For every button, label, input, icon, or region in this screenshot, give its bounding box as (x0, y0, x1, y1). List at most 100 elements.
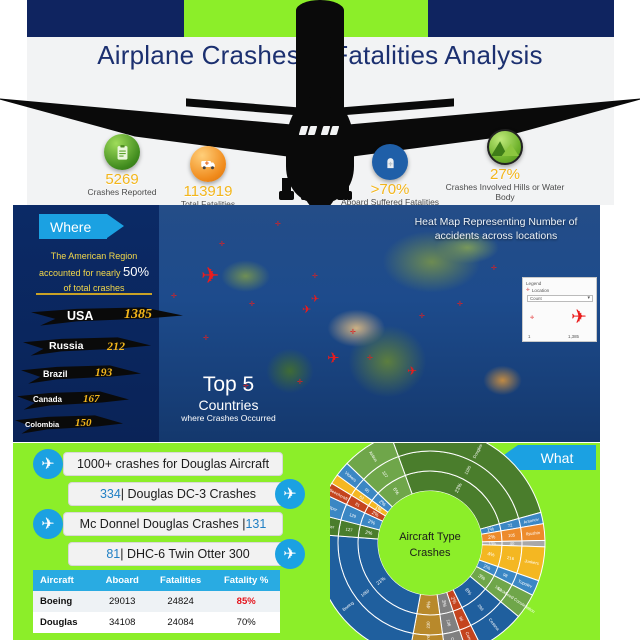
cell-aircraft: Boeing (33, 591, 96, 612)
fact-mcdonnell[interactable]: Mc Donnel Douglas Crashes | 131 (63, 512, 283, 536)
slice-percent: 1% (488, 541, 496, 547)
legend-scale-high: 1,385 (568, 334, 579, 339)
slice-percent: 2% (488, 534, 496, 541)
slice-label: Convair (464, 631, 474, 640)
slice-percent: 1% (373, 505, 383, 514)
legend-location-label: Location (531, 287, 550, 293)
map-legend-panel[interactable]: Legend ✛ Location Count ✈ ✛ 1 1,385 (522, 277, 597, 342)
country-row-canada: Canada 167 (17, 389, 139, 413)
header-bar-navy-left (27, 0, 184, 37)
fact-value: 81 (106, 547, 121, 561)
stat-value: >70% (370, 181, 410, 198)
slice-count: 81 (354, 501, 361, 508)
header-section: Airplane Crashes & Fatalities Analysis 5… (0, 0, 640, 205)
slice-percent: 2% (449, 596, 458, 605)
slice-label: Junkers (524, 558, 539, 566)
slice-percent: 4% (487, 551, 496, 558)
slice-count: 62 (358, 494, 365, 501)
header-bar-navy-right (428, 0, 614, 37)
american-region-pct: 50% (123, 264, 150, 280)
world-heat-map[interactable]: Heat Map Representing Number of accident… (157, 205, 600, 442)
country-name: Canada (33, 395, 62, 404)
sunburst-slice[interactable] (409, 632, 446, 640)
slice-percent: 6% (391, 487, 400, 497)
ambulance-icon (190, 146, 226, 182)
country-value: 1385 (124, 307, 152, 322)
slice-label: Ilyushin (526, 530, 541, 536)
cell-aboard: 29013 (95, 591, 149, 612)
fact-dhc6[interactable]: 81 | DHC-6 Twin Otter 300 (68, 542, 288, 566)
clipboard-icon (104, 134, 140, 170)
stat-aboard-fatalities: >70% Aboard Suffered Fatalities (330, 144, 450, 205)
tombstone-icon (372, 144, 408, 180)
legend-measure-select[interactable]: Count (527, 295, 593, 302)
fact-dc3[interactable]: 334 | Douglas DC-3 Crashes (68, 482, 288, 506)
country-name: USA (67, 309, 94, 323)
slice-percent: 2% (367, 519, 376, 527)
slice-label: Antonov (523, 516, 540, 524)
what-banner: What (501, 445, 596, 470)
slice-percent: 3% (477, 573, 487, 582)
plane-icon: ✈ (33, 509, 63, 539)
cell-aircraft: Douglas (33, 612, 96, 633)
stat-value: 5269 (105, 171, 139, 188)
heatmap-title: Heat Map Representing Number of accident… (414, 216, 578, 243)
cell-fatalities: 24824 (148, 591, 213, 612)
hills-icon (487, 129, 523, 165)
stat-total-fatalities: 113919 Total Fatalities (148, 146, 268, 205)
slice-percent: 4% (426, 601, 432, 609)
slice-count: 136 (445, 619, 452, 628)
stat-value: 27% (489, 166, 521, 183)
divider (36, 293, 152, 295)
country-value: 150 (75, 417, 92, 429)
slice-percent: 2% (482, 564, 492, 573)
country-name: Brazil (43, 369, 68, 379)
country-row-usa: USA 1385 (31, 305, 189, 329)
country-row-brazil: Brazil 193 (21, 363, 151, 387)
col-aboard: Aboard (95, 570, 149, 591)
slice-count: 230 (426, 621, 431, 629)
cell-fatalities: 24084 (148, 612, 213, 633)
fact-douglas-1000[interactable]: 1000+ crashes for Douglas Aircraft (63, 452, 283, 476)
where-banner: Where (39, 214, 124, 239)
country-value: 212 (107, 339, 125, 353)
stat-crashes-reported: 5269 Crashes Reported (62, 134, 182, 198)
slice-count: 327 (381, 470, 389, 479)
slice-count: 129 (349, 512, 358, 519)
col-fatalities: Fatalities (148, 570, 213, 591)
slice-count: 1050 (360, 588, 371, 598)
slice-count: 98 (502, 572, 509, 579)
where-section: Heat Map Representing Number of accident… (13, 205, 600, 442)
slice-label: Airbus (368, 450, 379, 463)
slice-count: 127 (345, 527, 353, 533)
slice-percent: 2% (377, 499, 387, 509)
table-header-row: Aircraft Aboard Fatalities Fatality % (33, 570, 280, 591)
stat-hills-water: 27% Crashes Involved Hills or Water Body (445, 129, 565, 203)
fact-value: 131 (245, 517, 267, 531)
col-aircraft: Aircraft (33, 570, 96, 591)
stat-value: 113919 (183, 183, 233, 200)
slice-label: Fokker (330, 523, 335, 530)
fact-value: 334 (99, 487, 121, 501)
country-value: 193 (95, 367, 113, 379)
top5-caption: Top 5 Countries where Crashes Occurred (181, 373, 276, 423)
cell-fatality-pct: 85% (212, 591, 280, 612)
legend-scale-low: 1 (528, 334, 531, 339)
sunburst-chart[interactable]: 23% 1185 Douglas 1% 72 Antonov 2% 105 Ilyushin 1%… (330, 443, 586, 640)
slice-percent: 2% (365, 530, 374, 537)
sunburst-center-line1: Aircraft Type (399, 531, 461, 543)
plane-icon: ✈ (33, 449, 63, 479)
cell-fatality-pct: 70% (212, 612, 280, 633)
sunburst-slice[interactable] (330, 534, 414, 640)
legend-title: Legend (526, 281, 542, 286)
sunburst-slice[interactable] (346, 443, 400, 480)
country-value: 167 (83, 393, 100, 405)
table-row: Douglas 34108 24084 70% (33, 612, 280, 633)
slice-count: 1185 (463, 464, 472, 475)
slice-label: Curtiss (450, 637, 458, 640)
slice-label: de Havilland (425, 634, 431, 640)
slice-label: Tupolev (517, 578, 533, 589)
slice-percent: 23% (454, 482, 464, 494)
slice-count: 96 (458, 616, 465, 623)
slice-percent: 2% (370, 510, 380, 519)
